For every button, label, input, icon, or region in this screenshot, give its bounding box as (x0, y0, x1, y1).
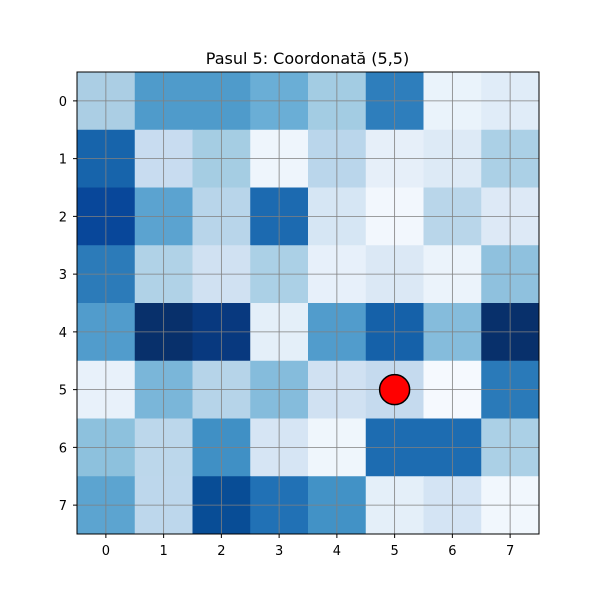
y-tick-label-2: 2 (59, 210, 67, 225)
y-tick-label-7: 7 (59, 499, 67, 514)
position-marker (380, 375, 410, 405)
x-tick-label-7: 7 (506, 544, 514, 559)
y-tick-label-4: 4 (59, 326, 67, 341)
y-tick-label-3: 3 (59, 268, 67, 283)
x-tick-label-0: 0 (102, 544, 110, 559)
y-tick-label-0: 0 (59, 95, 67, 110)
y-tick-label-5: 5 (59, 384, 67, 399)
x-tick-label-5: 5 (390, 544, 398, 559)
marker-layer (380, 375, 410, 405)
x-tick-label-2: 2 (217, 544, 225, 559)
x-tick-label-1: 1 (159, 544, 167, 559)
board-title: Pasul 5: Coordonată (5,5) (206, 49, 409, 68)
y-axis-ticks: 0 1 2 3 4 5 6 7 (59, 95, 77, 514)
x-tick-label-4: 4 (333, 544, 341, 559)
x-tick-label-6: 6 (448, 544, 456, 559)
board-cells (77, 72, 540, 535)
x-tick-label-3: 3 (275, 544, 283, 559)
y-tick-label-1: 1 (59, 153, 67, 168)
y-tick-label-6: 6 (59, 441, 67, 456)
x-axis-ticks: 0 1 2 3 4 5 6 7 (102, 534, 515, 559)
